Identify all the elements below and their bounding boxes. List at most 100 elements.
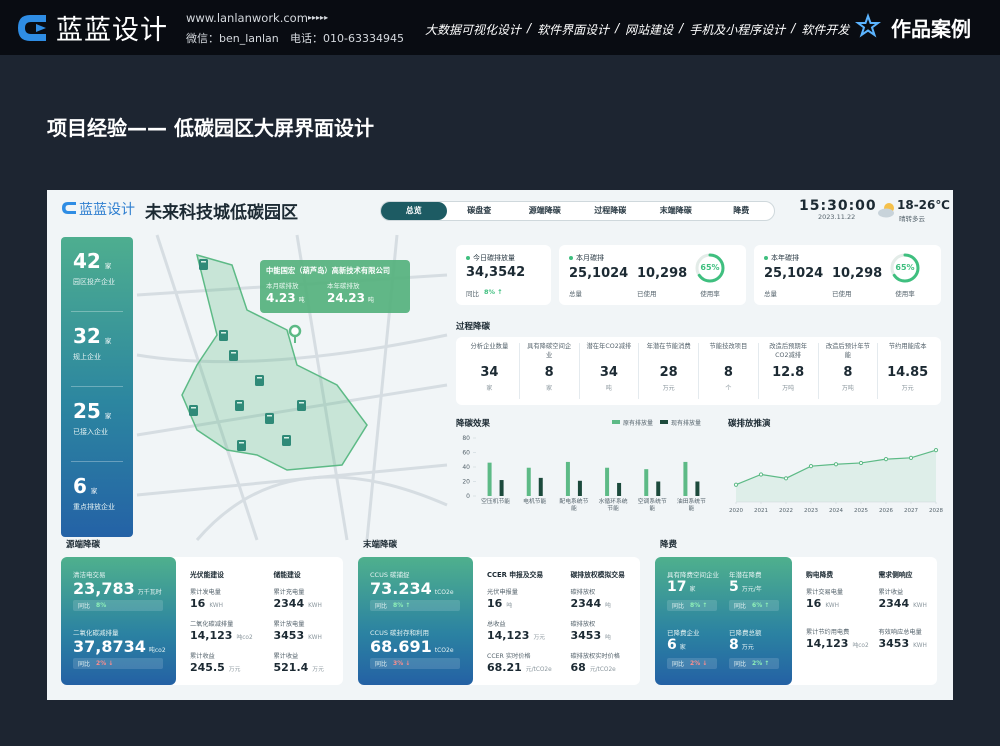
group-item-row: 521.4 万元	[274, 661, 324, 674]
process-unit: 万元	[662, 385, 675, 392]
group-item-unit: 万元	[228, 667, 241, 673]
y-tick-label: 40	[462, 464, 470, 471]
x-tick-label: 2025	[854, 508, 868, 514]
highlight-yoy: 同比 3% ↓	[370, 658, 460, 669]
building-icon	[235, 400, 244, 411]
nav-item[interactable]: 软件开发	[801, 23, 850, 37]
bar	[656, 481, 661, 496]
popup-unit: 吨	[367, 297, 374, 304]
process-item: 潜在年CO2减排 34 吨	[578, 343, 639, 399]
building-window	[237, 402, 242, 404]
group-item-unit: KWH	[308, 635, 322, 641]
cloud	[878, 208, 894, 218]
highlight-label: CCUS 碳捕捉	[370, 571, 410, 579]
building-window	[284, 437, 289, 439]
tab[interactable]: 降费	[733, 206, 750, 215]
group-item-row: 16 KWH	[806, 597, 839, 610]
bar-chart: 0 20 40 60 80	[462, 435, 700, 500]
badge-icon	[855, 13, 881, 38]
nav-separator: /	[791, 21, 796, 35]
tab[interactable]: 末端降碳	[659, 206, 692, 215]
phone: 电话：010-63334945	[290, 32, 404, 45]
site-url: www.lanlanwork.com	[186, 11, 308, 25]
tab-bar: 总览 碳盘查 源端降碳 过程降碳 末端降碳 降费	[380, 201, 775, 221]
tab[interactable]: 过程降碳	[594, 206, 627, 215]
group-item-label: 累计收益	[190, 653, 215, 660]
group-item-row: 2344 KWH	[879, 597, 927, 610]
group-item-label: 累计节约用电费	[806, 629, 850, 636]
tab[interactable]: 碳盘查	[467, 206, 492, 215]
group-title: 碳排放权模拟交易	[570, 571, 625, 579]
group-item-row: 2344 吨	[571, 597, 611, 610]
kpi-total-label: 总量	[569, 290, 582, 298]
group-item-row: 3453 吨	[571, 629, 611, 642]
group-item-row: 16 吨	[487, 597, 512, 610]
bar	[499, 480, 504, 496]
building-window	[201, 261, 206, 263]
kpi-title: 今日碳排放量	[473, 254, 515, 262]
building-icon	[199, 259, 208, 270]
nav-item[interactable]: 手机及小程序设计	[689, 23, 786, 37]
stat-unit: 家	[90, 487, 98, 495]
process-value: 8	[723, 365, 733, 380]
stat-divider	[71, 386, 123, 387]
building-icon	[255, 375, 264, 386]
popup-value: 4.23	[266, 291, 296, 305]
highlight-unit: 万千瓦时	[137, 589, 162, 596]
highlight-label: 已降费企业	[667, 629, 700, 637]
group-item-label: 累计发电量	[190, 589, 221, 596]
building-icon	[237, 440, 246, 451]
section-title: 源端降碳	[66, 540, 101, 550]
highlight-value: 17	[667, 579, 687, 595]
line-point	[733, 482, 739, 487]
highlight-yoy: 同比 2% ↓	[667, 658, 717, 669]
kpi-used-label: 已使用	[832, 290, 852, 298]
building-icon	[282, 435, 291, 446]
stat-value: 25	[73, 399, 101, 423]
yoy-value: 8% ↑	[690, 602, 708, 609]
group-item-label: 碳排放权实时价格	[570, 653, 621, 660]
section-title: 末端降碳	[363, 540, 398, 550]
process-value: 28	[659, 365, 678, 380]
nav-item[interactable]: 网站建设	[625, 23, 674, 37]
chart-title: 碳排放推演	[728, 419, 771, 429]
group-item-value: 3453	[878, 637, 910, 650]
nav-separator: /	[527, 21, 532, 35]
tab[interactable]: 源端降碳	[528, 206, 561, 215]
stat-unit: 家	[104, 262, 112, 270]
logo-text: 蓝蓝设计	[56, 15, 168, 46]
highlight-yoy: 同比 6% ↑	[729, 600, 779, 611]
kpi-title: 本年碳排	[771, 254, 799, 262]
yoy-value: 8%	[96, 602, 107, 609]
highlight-label: 具有降费空间企业	[667, 571, 719, 579]
process-value: 34	[480, 365, 499, 380]
building-window	[299, 402, 304, 404]
x-tick-label: 2026	[879, 508, 893, 514]
process-item: 节约用能成本 14.85 万元	[877, 343, 937, 399]
x-tick-label: 2028	[929, 508, 943, 514]
x-tick-label: 配电系统节能	[559, 499, 589, 512]
nav-item[interactable]: 大数据可视化设计	[425, 23, 522, 37]
y-tick-label: 60	[462, 450, 470, 457]
group-item-value: 2344	[878, 597, 910, 610]
x-tick-label: 油田系统节能	[676, 499, 706, 512]
kpi-card: 今日碳排放量 34,3542 同比 8% ↑	[456, 245, 551, 305]
highlight-value-row: 68.691 tCO2e	[370, 637, 454, 656]
group-item-value: 16	[190, 597, 206, 610]
group-item-label: 累计收益	[273, 653, 299, 660]
map-road	[195, 475, 448, 541]
badge-text: 作品案例	[891, 17, 971, 41]
stat-value-row: 32 家	[73, 324, 111, 348]
yoy-value: 8% ↑	[393, 602, 411, 609]
arrows: ▸▸▸▸▸	[308, 13, 329, 22]
process-label: 年潜在节能消费	[646, 343, 691, 350]
building-window	[221, 332, 226, 334]
process-value: 12.8	[772, 365, 805, 380]
kpi-total-label: 总量	[764, 290, 777, 298]
nav-item[interactable]: 软件界面设计	[537, 23, 610, 37]
tab[interactable]: 总览	[381, 202, 447, 220]
group-item-value: 14,123	[806, 637, 849, 650]
date: 2023.11.22	[818, 213, 856, 221]
